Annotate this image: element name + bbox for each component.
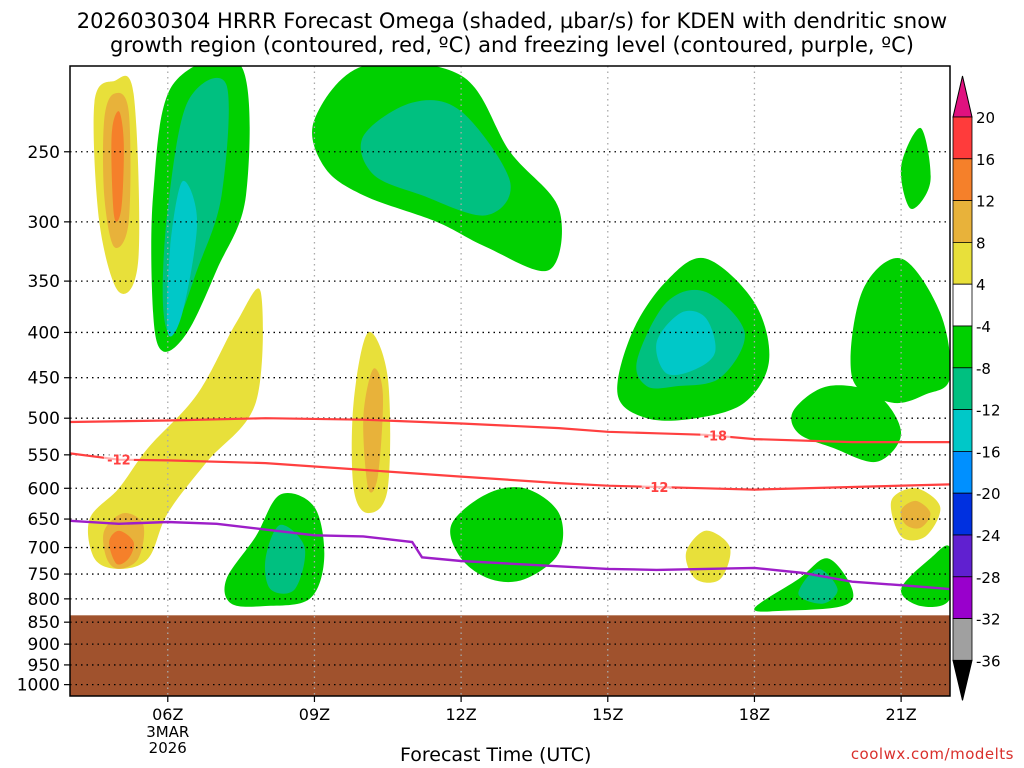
colorbar-swatch-8 xyxy=(952,450,973,494)
plot-frame xyxy=(69,65,951,697)
y-tick-label-5: 500 xyxy=(28,409,60,429)
isotherm-line-1 xyxy=(70,452,950,491)
plot-area: -18 -12 -12 xyxy=(70,66,950,696)
y-tick-label-6: 550 xyxy=(28,446,60,466)
x-tick-label-3: 15Z xyxy=(592,705,623,724)
omega-region-18 xyxy=(360,100,511,216)
colorbar-label-9: -20 xyxy=(976,485,1001,503)
isotherm-line-0 xyxy=(70,417,950,444)
colorbar-top-triangle xyxy=(952,75,973,118)
omega-region-15 xyxy=(363,368,384,493)
colorbar-label-4: 4 xyxy=(976,276,986,294)
y-tick-label-15: 1000 xyxy=(17,676,60,696)
colorbar-label-11: -28 xyxy=(976,569,1001,587)
omega-shading xyxy=(73,66,950,612)
colorbar-swatch-2 xyxy=(952,200,973,243)
omega-region-34 xyxy=(900,127,931,210)
y-tick-label-3: 400 xyxy=(28,323,60,343)
isotherm-label-0-0: -18 xyxy=(704,430,728,445)
omega-region-23 xyxy=(850,258,950,404)
omega-region-10 xyxy=(109,530,134,565)
x-tick-label-1: 09Z xyxy=(299,705,330,724)
y-tick-label-4: 450 xyxy=(28,369,60,389)
y-tick-label-10: 750 xyxy=(28,565,60,585)
colorbar-swatch-5 xyxy=(952,325,973,369)
credit-text: coolwx.com/modelts xyxy=(850,745,1014,763)
x-date-label-0: 3MAR xyxy=(146,723,189,741)
y-tick-label-2: 350 xyxy=(28,272,60,292)
colorbar-swatch-6 xyxy=(952,367,973,410)
isotherm-label-bg-1-1 xyxy=(641,480,672,495)
colorbar-label-1: 16 xyxy=(976,151,995,169)
freezing-level-line xyxy=(70,519,950,591)
y-axis: 2503003504004505005506006507007508008509… xyxy=(17,143,70,696)
colorbar-swatch-7 xyxy=(952,409,973,452)
x-tick-label-0: 06Z xyxy=(152,705,183,724)
y-tick-label-14: 950 xyxy=(28,656,60,676)
colorbar-label-10: -24 xyxy=(976,527,1001,545)
colorbar-label-13: -36 xyxy=(976,652,1001,670)
x-tick-label-4: 18Z xyxy=(739,705,770,724)
isotherm-label-bg-1-0 xyxy=(103,452,134,467)
colorbar-swatch-4 xyxy=(952,283,973,327)
omega-region-19 xyxy=(450,487,564,583)
grid-lines xyxy=(70,66,950,696)
colorbar-label-8: -16 xyxy=(976,443,1001,461)
y-tick-label-7: 600 xyxy=(28,479,60,499)
omega-region-32 xyxy=(901,545,950,608)
isotherm-label-bg-0-0 xyxy=(700,428,731,443)
contour-lines: -18 -12 -12 xyxy=(70,417,950,591)
omega-region-8 xyxy=(87,288,263,569)
colorbar-swatch-11 xyxy=(952,576,973,619)
colorbar-swatch-0 xyxy=(952,116,973,160)
colorbar-bottom-triangle xyxy=(952,659,973,701)
y-tick-label-8: 650 xyxy=(28,510,60,530)
y-tick-label-11: 800 xyxy=(28,590,60,610)
x-tick-label-5: 21Z xyxy=(885,705,916,724)
colorbar-swatch-1 xyxy=(952,158,973,202)
colorbar-swatch-3 xyxy=(952,241,973,285)
omega-region-16 xyxy=(419,340,559,436)
colorbar-label-6: -8 xyxy=(976,360,991,378)
omega-region-12 xyxy=(264,524,306,594)
colorbar-label-12: -32 xyxy=(976,611,1001,629)
chart-title-line1: 2026030304 HRRR Forecast Omega (shaded, … xyxy=(76,9,948,33)
ground-mask xyxy=(70,615,950,696)
isotherm-label-1-0: -12 xyxy=(107,454,131,469)
y-tick-label-1: 300 xyxy=(28,213,60,233)
colorbar-label-7: -12 xyxy=(976,402,1001,420)
omega-region-3 xyxy=(111,111,124,222)
x-date-label-1: 2026 xyxy=(149,739,187,757)
colorbar-label-3: 8 xyxy=(976,234,986,252)
y-tick-label-12: 850 xyxy=(28,613,60,633)
x-axis-title: Forecast Time (UTC) xyxy=(400,744,592,766)
x-tick-label-2: 12Z xyxy=(445,705,476,724)
colorbar: 20 16 12 8 4 -4 -8 -12 -16 -20 -24 -28 -32 -36 xyxy=(952,75,1001,701)
colorbar-label-2: 12 xyxy=(976,193,995,211)
omega-region-33 xyxy=(646,119,672,210)
colorbar-label-0: 20 xyxy=(976,109,995,127)
chart-title-line2: growth region (contoured, red, ºC) and f… xyxy=(110,33,914,57)
colorbar-swatch-9 xyxy=(952,492,973,536)
y-tick-label-9: 700 xyxy=(28,539,60,559)
y-tick-label-0: 250 xyxy=(28,143,60,163)
omega-region-29 xyxy=(900,500,931,529)
colorbar-swatch-10 xyxy=(952,534,973,578)
y-tick-label-13: 900 xyxy=(28,635,60,655)
colorbar-label-5: -4 xyxy=(976,318,991,336)
omega-region-22 xyxy=(656,310,716,376)
omega-region-6 xyxy=(166,180,198,337)
isotherm-label-1-1: -12 xyxy=(645,481,669,496)
colorbar-swatch-12 xyxy=(952,618,973,661)
